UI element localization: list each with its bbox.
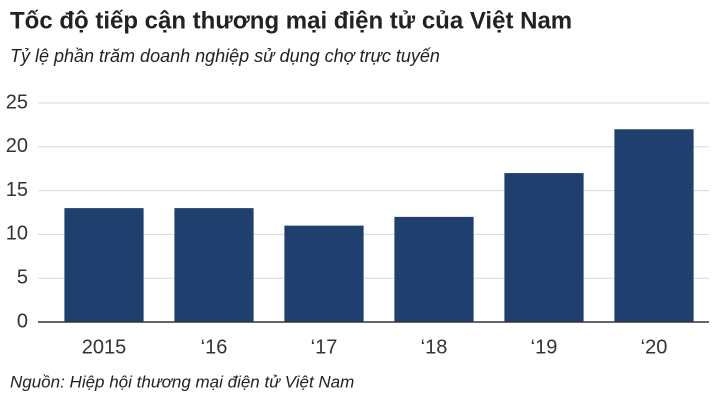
x-tick-label: ‘20 xyxy=(641,336,668,358)
chart-source: Nguồn: Hiệp hội thương mại điện tử Việt … xyxy=(10,372,354,391)
x-tick-label: ‘16 xyxy=(201,336,228,358)
bar xyxy=(174,208,254,322)
y-tick-label: 10 xyxy=(6,223,28,245)
bar xyxy=(64,208,144,322)
bar xyxy=(394,216,474,322)
y-tick-label: 15 xyxy=(6,179,28,201)
x-tick-label: ‘18 xyxy=(421,336,448,358)
y-tick-label: 20 xyxy=(6,135,28,157)
x-tick-label: ‘19 xyxy=(531,336,558,358)
bar xyxy=(504,173,584,322)
y-tick-label: 25 xyxy=(6,91,28,113)
x-tick-label: 2015 xyxy=(82,336,127,358)
chart-subtitle: Tỷ lệ phần trăm doanh nghiệp sử dụng chợ… xyxy=(10,46,440,66)
y-tick-label: 5 xyxy=(17,266,28,288)
bar xyxy=(614,129,694,322)
bar xyxy=(284,225,364,322)
x-tick-label: ‘17 xyxy=(311,336,338,358)
chart-title: Tốc độ tiếp cận thương mại điện tử của V… xyxy=(10,7,572,34)
y-tick-label: 0 xyxy=(17,310,28,332)
